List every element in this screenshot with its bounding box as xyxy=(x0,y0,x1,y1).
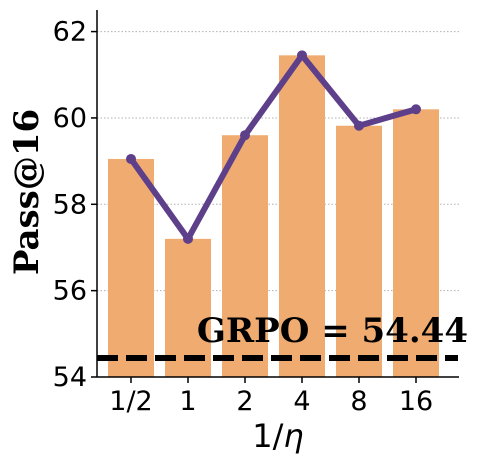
x-tick-label: 1/2 xyxy=(109,386,152,417)
y-tick-label: 62 xyxy=(53,17,87,48)
y-ticks: 54 56 58 60 62 xyxy=(53,17,97,393)
y-tick-label: 60 xyxy=(53,103,87,134)
y-axis-label: Pass@16 xyxy=(7,109,47,275)
y-tick-label: 56 xyxy=(53,276,87,307)
series-point xyxy=(354,120,364,131)
x-tick-label: 1 xyxy=(179,386,196,417)
series-point xyxy=(411,104,421,115)
x-tick-label: 4 xyxy=(293,386,310,417)
series-point xyxy=(183,233,193,244)
x-axis-label-prefix: 1/ xyxy=(252,417,283,455)
series-line xyxy=(128,52,419,242)
x-ticks: 1/2 1 2 4 8 16 xyxy=(109,377,433,417)
x-axis-label: 1/η xyxy=(252,417,303,455)
series-point xyxy=(297,50,307,61)
bar xyxy=(222,135,268,377)
x-tick-label: 8 xyxy=(350,386,367,417)
bars xyxy=(108,55,439,378)
bar xyxy=(165,238,211,377)
x-axis-label-symbol: η xyxy=(283,417,303,455)
bar xyxy=(279,55,325,377)
baseline-annotation: GRPO = 54.44 xyxy=(197,311,468,351)
series-point xyxy=(126,153,136,164)
y-tick-label: 58 xyxy=(53,189,87,220)
series-line-group xyxy=(126,50,421,244)
series-point xyxy=(240,130,250,141)
y-tick-label: 54 xyxy=(53,362,87,393)
bar xyxy=(393,109,439,378)
bar xyxy=(108,158,154,377)
x-tick-label: 2 xyxy=(236,386,253,417)
bar xyxy=(336,125,382,377)
x-tick-label: 16 xyxy=(399,386,433,417)
baseline-group: GRPO = 54.44 xyxy=(97,311,468,362)
axes xyxy=(96,10,459,378)
